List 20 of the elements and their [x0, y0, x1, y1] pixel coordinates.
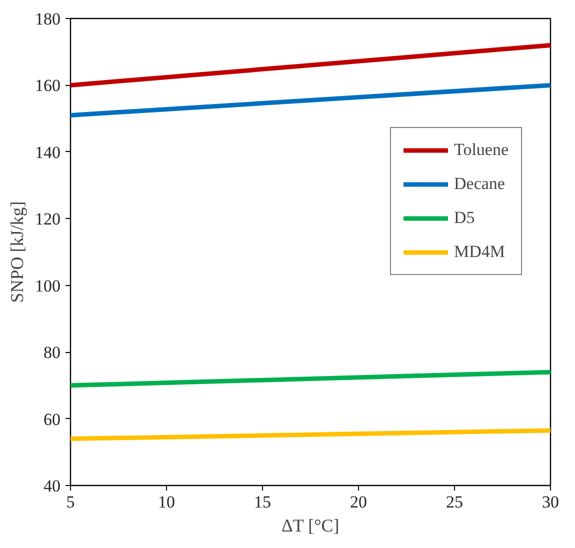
y-tick-label: 100 [35, 276, 60, 296]
x-tick-label: 5 [66, 492, 75, 512]
legend-label: D5 [454, 208, 475, 228]
x-tick-label: 30 [542, 492, 559, 512]
legend-label: Decane [454, 174, 505, 194]
y-tick-label: 140 [35, 142, 60, 162]
y-tick-label: 120 [35, 210, 60, 229]
y-axis-title: SNPO [kJ/kg] [7, 201, 27, 303]
y-tick-label: 160 [35, 76, 60, 96]
y-tick-label: 60 [44, 410, 60, 429]
y-tick-label: 40 [44, 476, 60, 496]
x-axis-title: ΔT [°C] [281, 516, 340, 536]
x-tick-label: 15 [254, 492, 271, 512]
y-tick-label: 80 [44, 343, 60, 362]
legend-label: Toluene [454, 140, 509, 160]
x-tick-label: 25 [446, 492, 463, 512]
legend-label: MD4M [454, 242, 506, 262]
y-tick-label: 180 [35, 10, 60, 28]
x-tick-label: 20 [350, 492, 367, 512]
x-tick-label: 10 [158, 492, 175, 512]
